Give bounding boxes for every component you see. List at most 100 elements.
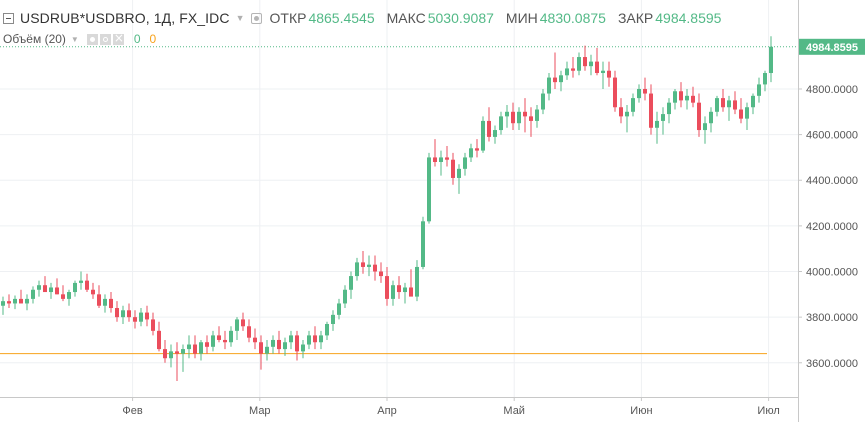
candle [253,328,257,350]
candle-body [433,157,437,162]
candle [265,339,269,361]
candle-body [631,98,635,112]
candle [655,111,659,144]
candle [517,107,521,131]
candle [115,301,119,322]
candle [199,339,203,361]
chevron-down-icon[interactable]: ▼ [70,34,79,44]
candle-body [595,61,599,74]
candle [613,70,617,112]
candle-body [703,123,707,131]
candle [163,339,167,363]
candle [475,139,479,158]
candle [211,330,215,352]
y-tick-label: 4200.0000 [806,221,858,233]
symbol-title[interactable]: USDRUB*USDBRO, 1Д, FX_IDC [20,10,230,26]
candle-body [721,98,725,108]
candle-body [319,335,323,343]
y-tick-label: 4000.0000 [806,267,858,279]
candle-body [49,287,53,293]
candle [91,282,95,299]
candle-body [181,349,185,354]
close-icon[interactable] [112,31,124,45]
candle [637,84,641,103]
candle-body [295,335,299,352]
candle [271,335,275,354]
candle [733,91,737,115]
candle [355,257,359,281]
candle [445,146,449,167]
candle-body [625,111,629,117]
visibility-icon[interactable] [250,12,262,24]
candle-body [727,100,731,108]
candle-body [217,335,221,340]
candle [493,125,497,144]
candle-body [421,221,425,267]
candle [85,273,89,293]
gear-icon[interactable] [99,33,111,45]
candle [703,116,707,144]
candle [151,312,155,336]
candle [667,98,671,124]
volume-label[interactable]: Объём (20) [3,32,66,46]
candle [691,86,695,108]
candle [103,294,107,313]
chevron-down-icon[interactable]: ▼ [235,13,245,23]
candle [13,295,17,310]
candle-body [7,301,11,304]
candle [397,276,401,299]
candle [565,61,569,80]
candle-body [349,276,353,290]
candle-body [241,319,245,327]
candle [619,98,623,124]
candle-body [505,111,509,117]
candle-body [265,346,269,354]
candle-body [679,91,683,101]
candle [415,260,419,302]
candle [541,88,545,115]
candle-body [85,280,89,290]
candle [325,321,329,340]
candle [481,116,485,153]
low-value: 4830.0875 [539,10,606,26]
candle [553,52,557,89]
candle-body [37,285,41,290]
close-value: 4984.8595 [655,10,722,26]
candle-body [391,285,395,299]
candle [109,292,113,313]
candle [583,45,587,71]
candle [55,278,59,295]
candle [367,255,371,277]
collapse-legend-button[interactable] [3,12,14,24]
candle-body [481,120,485,151]
candle [403,282,407,304]
candle-body [1,301,5,306]
candle-body [115,308,119,318]
candle-body [169,351,173,359]
candle-body [193,344,197,354]
candle-body [301,344,305,352]
candle-body [331,314,335,324]
candle [499,111,503,135]
x-tick-label: Мар [249,405,271,417]
candle [769,36,773,83]
y-tick-label: 3800.0000 [806,312,858,324]
candle-body [379,271,383,277]
candle [25,294,29,311]
candle [385,266,389,306]
candle [67,289,71,306]
candle [559,70,563,92]
candle-body [343,289,347,304]
candle-body [643,88,647,94]
candle-body [469,148,473,158]
candle [391,280,395,306]
candle [235,317,239,340]
eye-icon[interactable] [86,33,98,45]
candle-body [769,46,773,74]
candle [349,271,353,299]
candle-body [385,276,389,299]
candle-body [175,351,179,354]
candle [631,93,635,117]
candle [79,271,83,290]
